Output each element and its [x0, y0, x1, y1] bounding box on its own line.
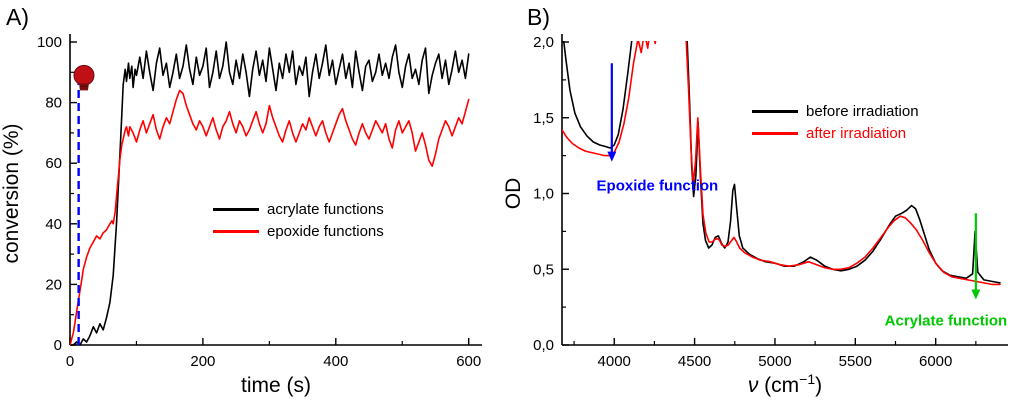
- svg-text:4000: 4000: [598, 353, 631, 370]
- legend-panel-b: before irradiation after irradiation: [752, 100, 919, 144]
- svg-text:time (s): time (s): [241, 374, 311, 397]
- before-irradiation-legend-label: before irradiation: [806, 102, 919, 120]
- panel-b-label: B): [527, 4, 550, 30]
- legend-entry-before: before irradiation: [752, 100, 919, 122]
- svg-text:0: 0: [54, 337, 62, 354]
- svg-text:ν (cm−1): ν (cm−1): [748, 371, 822, 397]
- svg-text:0,0: 0,0: [533, 337, 554, 354]
- legend-entry-acrylate: acrylate functions: [213, 198, 384, 220]
- svg-text:1,5: 1,5: [533, 110, 554, 127]
- acrylate-legend-label: acrylate functions: [267, 200, 384, 218]
- legend-entry-after: after irradiation: [752, 122, 919, 144]
- svg-text:conversion (%): conversion (%): [0, 123, 23, 263]
- svg-text:5000: 5000: [758, 353, 791, 370]
- svg-text:200: 200: [190, 353, 215, 370]
- svg-text:80: 80: [45, 95, 62, 112]
- after-irradiation-legend-label: after irradiation: [806, 124, 907, 142]
- after-irradiation-line-swatch: [752, 131, 798, 135]
- svg-text:2,0: 2,0: [533, 34, 554, 51]
- svg-text:40: 40: [45, 216, 62, 233]
- epoxide-legend-label: epoxide functions: [267, 222, 384, 240]
- conversion-vs-time-chart: 0 200 400 600 0 20 40 60 80 100 conversion (%) time…: [0, 34, 482, 397]
- svg-text:1,0: 1,0: [533, 186, 554, 203]
- svg-text:Acrylate function: Acrylate function: [885, 312, 1008, 329]
- svg-text:OD: OD: [502, 178, 525, 210]
- svg-text:100: 100: [37, 34, 62, 51]
- legend-panel-a: acrylate functions epoxide functions: [213, 198, 384, 242]
- panel-a-label: A): [6, 4, 29, 30]
- svg-text:0,5: 0,5: [533, 261, 554, 278]
- nir-spectra-chart: 4000 4500 5000 5500 6000 0,0 0,5 1,0 1,5 2,0 Epoxi…: [502, 34, 1008, 397]
- acrylate-line-swatch: [213, 207, 259, 211]
- svg-text:0: 0: [66, 353, 74, 370]
- svg-text:6000: 6000: [919, 353, 952, 370]
- svg-text:400: 400: [323, 353, 348, 370]
- epoxide-line-swatch: [213, 229, 259, 233]
- svg-text:60: 60: [45, 155, 62, 172]
- svg-text:600: 600: [456, 353, 481, 370]
- legend-entry-epoxide: epoxide functions: [213, 220, 384, 242]
- svg-text:20: 20: [45, 276, 62, 293]
- before-irradiation-line-swatch: [752, 109, 798, 113]
- svg-text:Epoxide function: Epoxide function: [597, 177, 719, 194]
- svg-text:5500: 5500: [839, 353, 872, 370]
- svg-text:4500: 4500: [678, 353, 711, 370]
